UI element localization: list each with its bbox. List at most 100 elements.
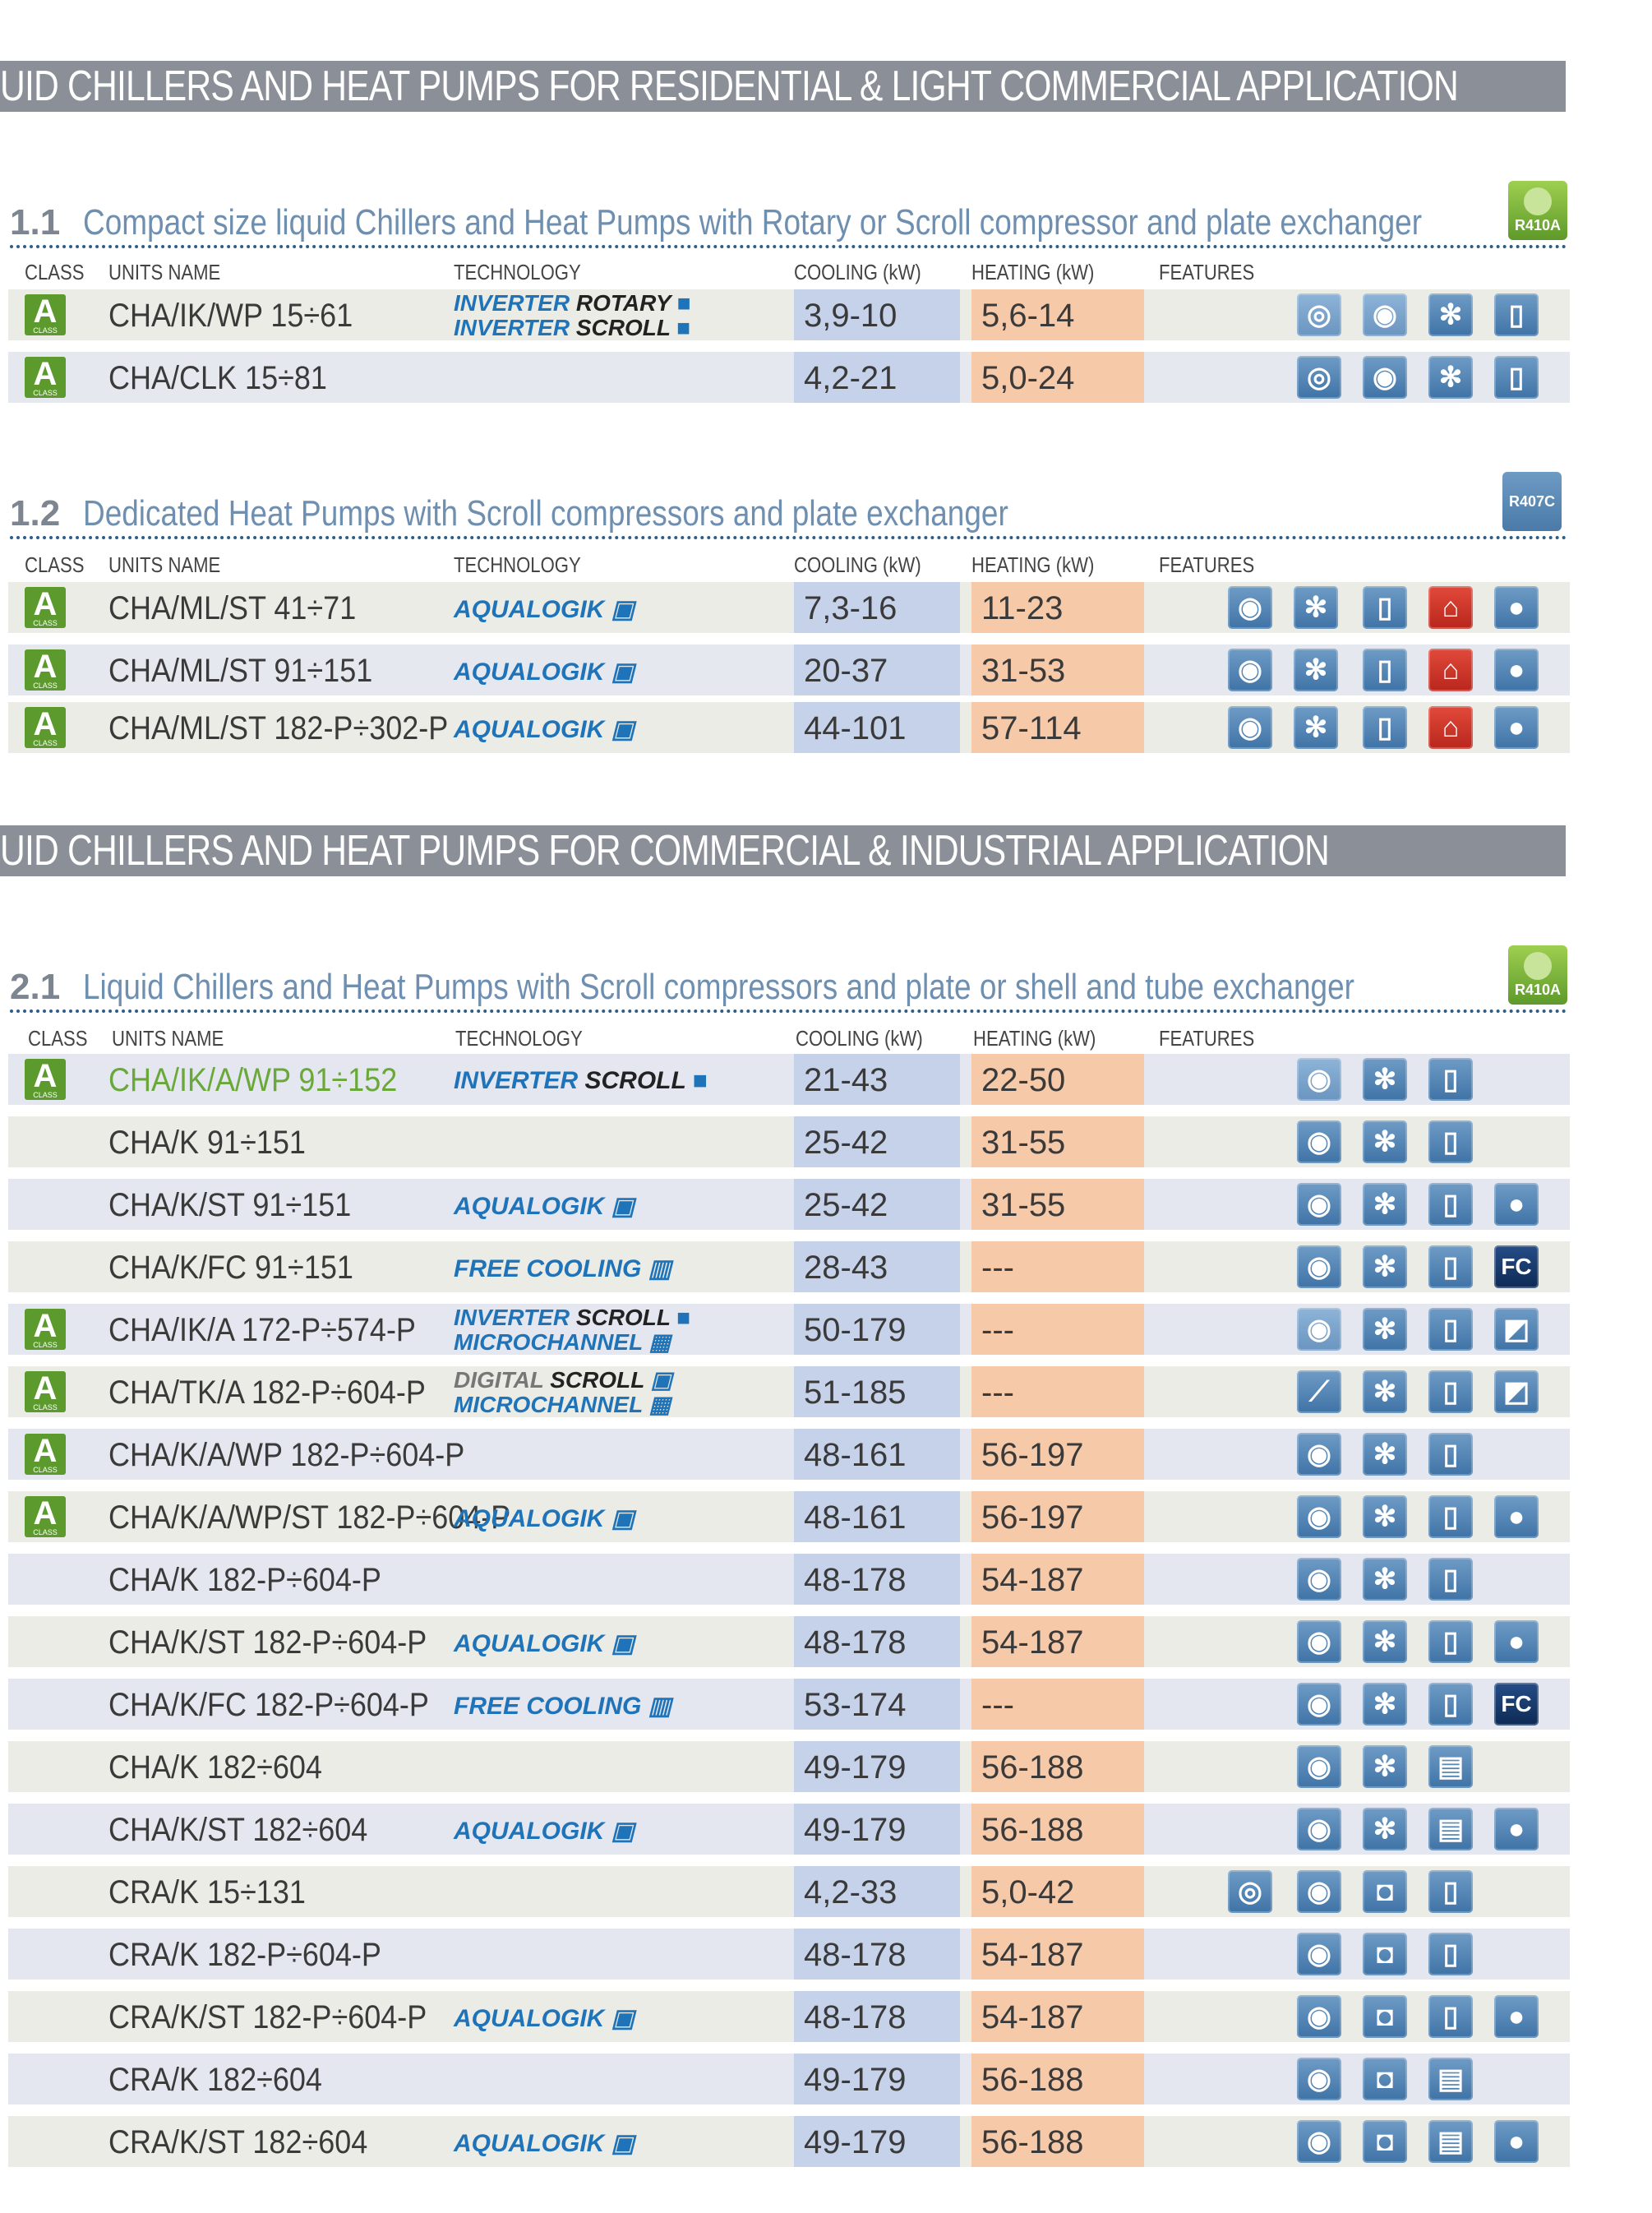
pump-icon: ▯ bbox=[1428, 1120, 1473, 1163]
fan-icon: ✻ bbox=[1428, 356, 1473, 399]
cooling-value: 49-179 bbox=[804, 2124, 907, 2160]
section-number: 2.1 bbox=[10, 967, 61, 1007]
category-band-residential: UID CHILLERS AND HEAT PUMPS FOR RESIDENT… bbox=[0, 61, 1566, 112]
cooling-value: 3,9-10 bbox=[804, 298, 898, 334]
fan-icon: ✻ bbox=[1363, 1433, 1407, 1476]
pump-icon: ▯ bbox=[1428, 1995, 1473, 2038]
pump-icon: ▯ bbox=[1428, 1495, 1473, 1538]
inverter-scroll-icon: ◉ bbox=[1363, 293, 1407, 336]
fan-icon: ✻ bbox=[1363, 1370, 1407, 1413]
table-row: CHA/K/ST 91÷151 AQUALOGIK ▣ 25-42 31-55 ◉ ✻ ▯ ● bbox=[8, 1179, 1570, 1230]
col-heating: HEATING (kW) bbox=[971, 552, 1095, 577]
refrigerant-label: R407C bbox=[1508, 493, 1556, 510]
energy-class-a-badge: A CLASS bbox=[25, 707, 66, 748]
cooling-cell: 21-43 bbox=[794, 1054, 960, 1105]
table-row: CHA/K 182-P÷604-P 48-178 54-187 ◉ ✻ ▯ bbox=[8, 1554, 1570, 1605]
centrifugal-fan-icon: ◘ bbox=[1363, 2058, 1407, 2100]
unit-name: CHA/K/FC 91÷151 bbox=[108, 1250, 353, 1286]
cooling-cell: 4,2-33 bbox=[794, 1866, 960, 1917]
cooling-cell: 48-161 bbox=[794, 1429, 960, 1480]
energy-class-a-badge: A CLASS bbox=[25, 1434, 66, 1475]
cooling-value: 48-178 bbox=[804, 1624, 907, 1661]
energy-class-a-badge: A CLASS bbox=[25, 357, 66, 398]
water-drop-icon: ● bbox=[1494, 2120, 1539, 2163]
scroll-compressor-icon: ◉ bbox=[1297, 1495, 1341, 1538]
digital-scroll-icon: ⟋ bbox=[1297, 1370, 1341, 1413]
free-cooling-icon: FC bbox=[1494, 1245, 1539, 1288]
cooling-value: 51-185 bbox=[804, 1374, 907, 1411]
scroll-compressor-icon: ◉ bbox=[1297, 1933, 1341, 1975]
unit-name: CHA/ML/ST 91÷151 bbox=[108, 653, 373, 689]
cooling-cell: 3,9-10 bbox=[794, 289, 960, 340]
table-row: A CLASS CHA/ML/ST 182-P÷302-P AQUALOGIK ▣ 44… bbox=[8, 702, 1570, 753]
col-heating: HEATING (kW) bbox=[973, 1026, 1096, 1051]
microchannel-icon: ◩ bbox=[1494, 1370, 1539, 1413]
table-row: A CLASS CHA/ML/ST 41÷71 AQUALOGIK ▣ 7,3-16 11… bbox=[8, 582, 1570, 633]
heating-cell: 5,0-24 bbox=[971, 352, 1144, 403]
fan-icon: ✻ bbox=[1363, 1245, 1407, 1288]
unit-name: CHA/K/ST 182-P÷604-P bbox=[108, 1624, 427, 1661]
col-heating: HEATING (kW) bbox=[971, 260, 1095, 284]
heating-value: 56-188 bbox=[981, 1749, 1084, 1786]
col-class: CLASS bbox=[25, 552, 85, 577]
refrigerant-badge-r410a: R410A bbox=[1508, 945, 1567, 1005]
scroll-compressor-icon: ◉ bbox=[1297, 1183, 1341, 1226]
heating-value: 56-197 bbox=[981, 1499, 1084, 1536]
heating-value: 31-55 bbox=[981, 1125, 1066, 1161]
cooling-value: 25-42 bbox=[804, 1125, 888, 1161]
pump-icon: ▯ bbox=[1428, 1683, 1473, 1726]
scroll-compressor-icon: ◉ bbox=[1297, 1745, 1341, 1788]
col-features: FEATURES bbox=[1159, 1026, 1255, 1051]
table-row: CHA/K/ST 182÷604 AQUALOGIK ▣ 49-179 56-188 ◉… bbox=[8, 1804, 1570, 1855]
cooling-cell: 49-179 bbox=[794, 2116, 960, 2167]
heating-cell: 11-23 bbox=[971, 582, 1144, 633]
centrifugal-fan-icon: ◘ bbox=[1363, 1870, 1407, 1913]
fan-icon: ✻ bbox=[1363, 1495, 1407, 1538]
fan-icon: ✻ bbox=[1363, 1683, 1407, 1726]
unit-name: CHA/K/FC 182-P÷604-P bbox=[108, 1687, 429, 1723]
heating-cell: --- bbox=[971, 1241, 1144, 1292]
technology-label: DIGITAL SCROLL ▣ MICROCHANNEL ▦ bbox=[454, 1367, 673, 1417]
heating-value: 5,0-24 bbox=[981, 360, 1075, 396]
cooling-value: 4,2-21 bbox=[804, 360, 898, 396]
heating-cell: --- bbox=[971, 1366, 1144, 1417]
section-title-1-2: 1.2 Dedicated Heat Pumps with Scroll comp… bbox=[10, 493, 1567, 539]
inverter-rotary-icon: ◎ bbox=[1297, 293, 1341, 336]
heating-value: 31-55 bbox=[981, 1187, 1066, 1223]
scroll-compressor-icon: ◉ bbox=[1297, 2058, 1341, 2100]
heating-cell: 56-197 bbox=[971, 1491, 1144, 1542]
heating-value: --- bbox=[981, 1250, 1014, 1286]
scroll-compressor-icon: ◉ bbox=[1228, 649, 1272, 691]
pump-icon: ▯ bbox=[1363, 586, 1407, 629]
unit-name: CHA/IK/A 172-P÷574-P bbox=[108, 1312, 416, 1348]
heating-cell: 31-55 bbox=[971, 1179, 1144, 1230]
heating-cell: --- bbox=[971, 1304, 1144, 1355]
cooling-value: 48-178 bbox=[804, 1937, 907, 1973]
heating-value: --- bbox=[981, 1374, 1014, 1411]
col-cooling: COOLING (kW) bbox=[794, 552, 921, 577]
table-row: A CLASS CHA/TK/A 182-P÷604-P DIGITAL SCROLL… bbox=[8, 1366, 1570, 1417]
table-row: CRA/K 182÷604 49-179 56-188 ◉ ◘ ▤ bbox=[8, 2054, 1570, 2104]
heating-cell: 54-187 bbox=[971, 1991, 1144, 2042]
col-units: UNITS NAME bbox=[112, 1026, 224, 1051]
heating-cell: --- bbox=[971, 1679, 1144, 1730]
table-row: A CLASS CHA/IK/A 172-P÷574-P INVERTER SCROL… bbox=[8, 1304, 1570, 1355]
heating-cell: 22-50 bbox=[971, 1054, 1144, 1105]
scroll-compressor-icon: ◉ bbox=[1297, 1433, 1341, 1476]
fan-icon: ✻ bbox=[1294, 649, 1338, 691]
fan-icon: ✻ bbox=[1294, 586, 1338, 629]
cooling-value: 49-179 bbox=[804, 1749, 907, 1786]
unit-name: CHA/K/ST 182÷604 bbox=[108, 1812, 368, 1848]
cooling-cell: 53-174 bbox=[794, 1679, 960, 1730]
centrifugal-fan-icon: ◘ bbox=[1363, 1995, 1407, 2038]
fan-icon: ✻ bbox=[1363, 1620, 1407, 1663]
pump-icon: ▯ bbox=[1428, 1370, 1473, 1413]
water-drop-icon: ● bbox=[1494, 586, 1539, 629]
water-drop-icon: ● bbox=[1494, 706, 1539, 749]
unit-name: CHA/K/ST 91÷151 bbox=[108, 1187, 352, 1223]
heating-value: 54-187 bbox=[981, 1562, 1084, 1598]
heating-value: 56-188 bbox=[981, 2124, 1084, 2160]
heating-cell: 56-188 bbox=[971, 2054, 1144, 2104]
table-row: A CLASS CHA/K/A/WP/ST 182-P÷604-P AQUALOGIK… bbox=[8, 1491, 1570, 1542]
cooling-value: 48-178 bbox=[804, 1562, 907, 1598]
